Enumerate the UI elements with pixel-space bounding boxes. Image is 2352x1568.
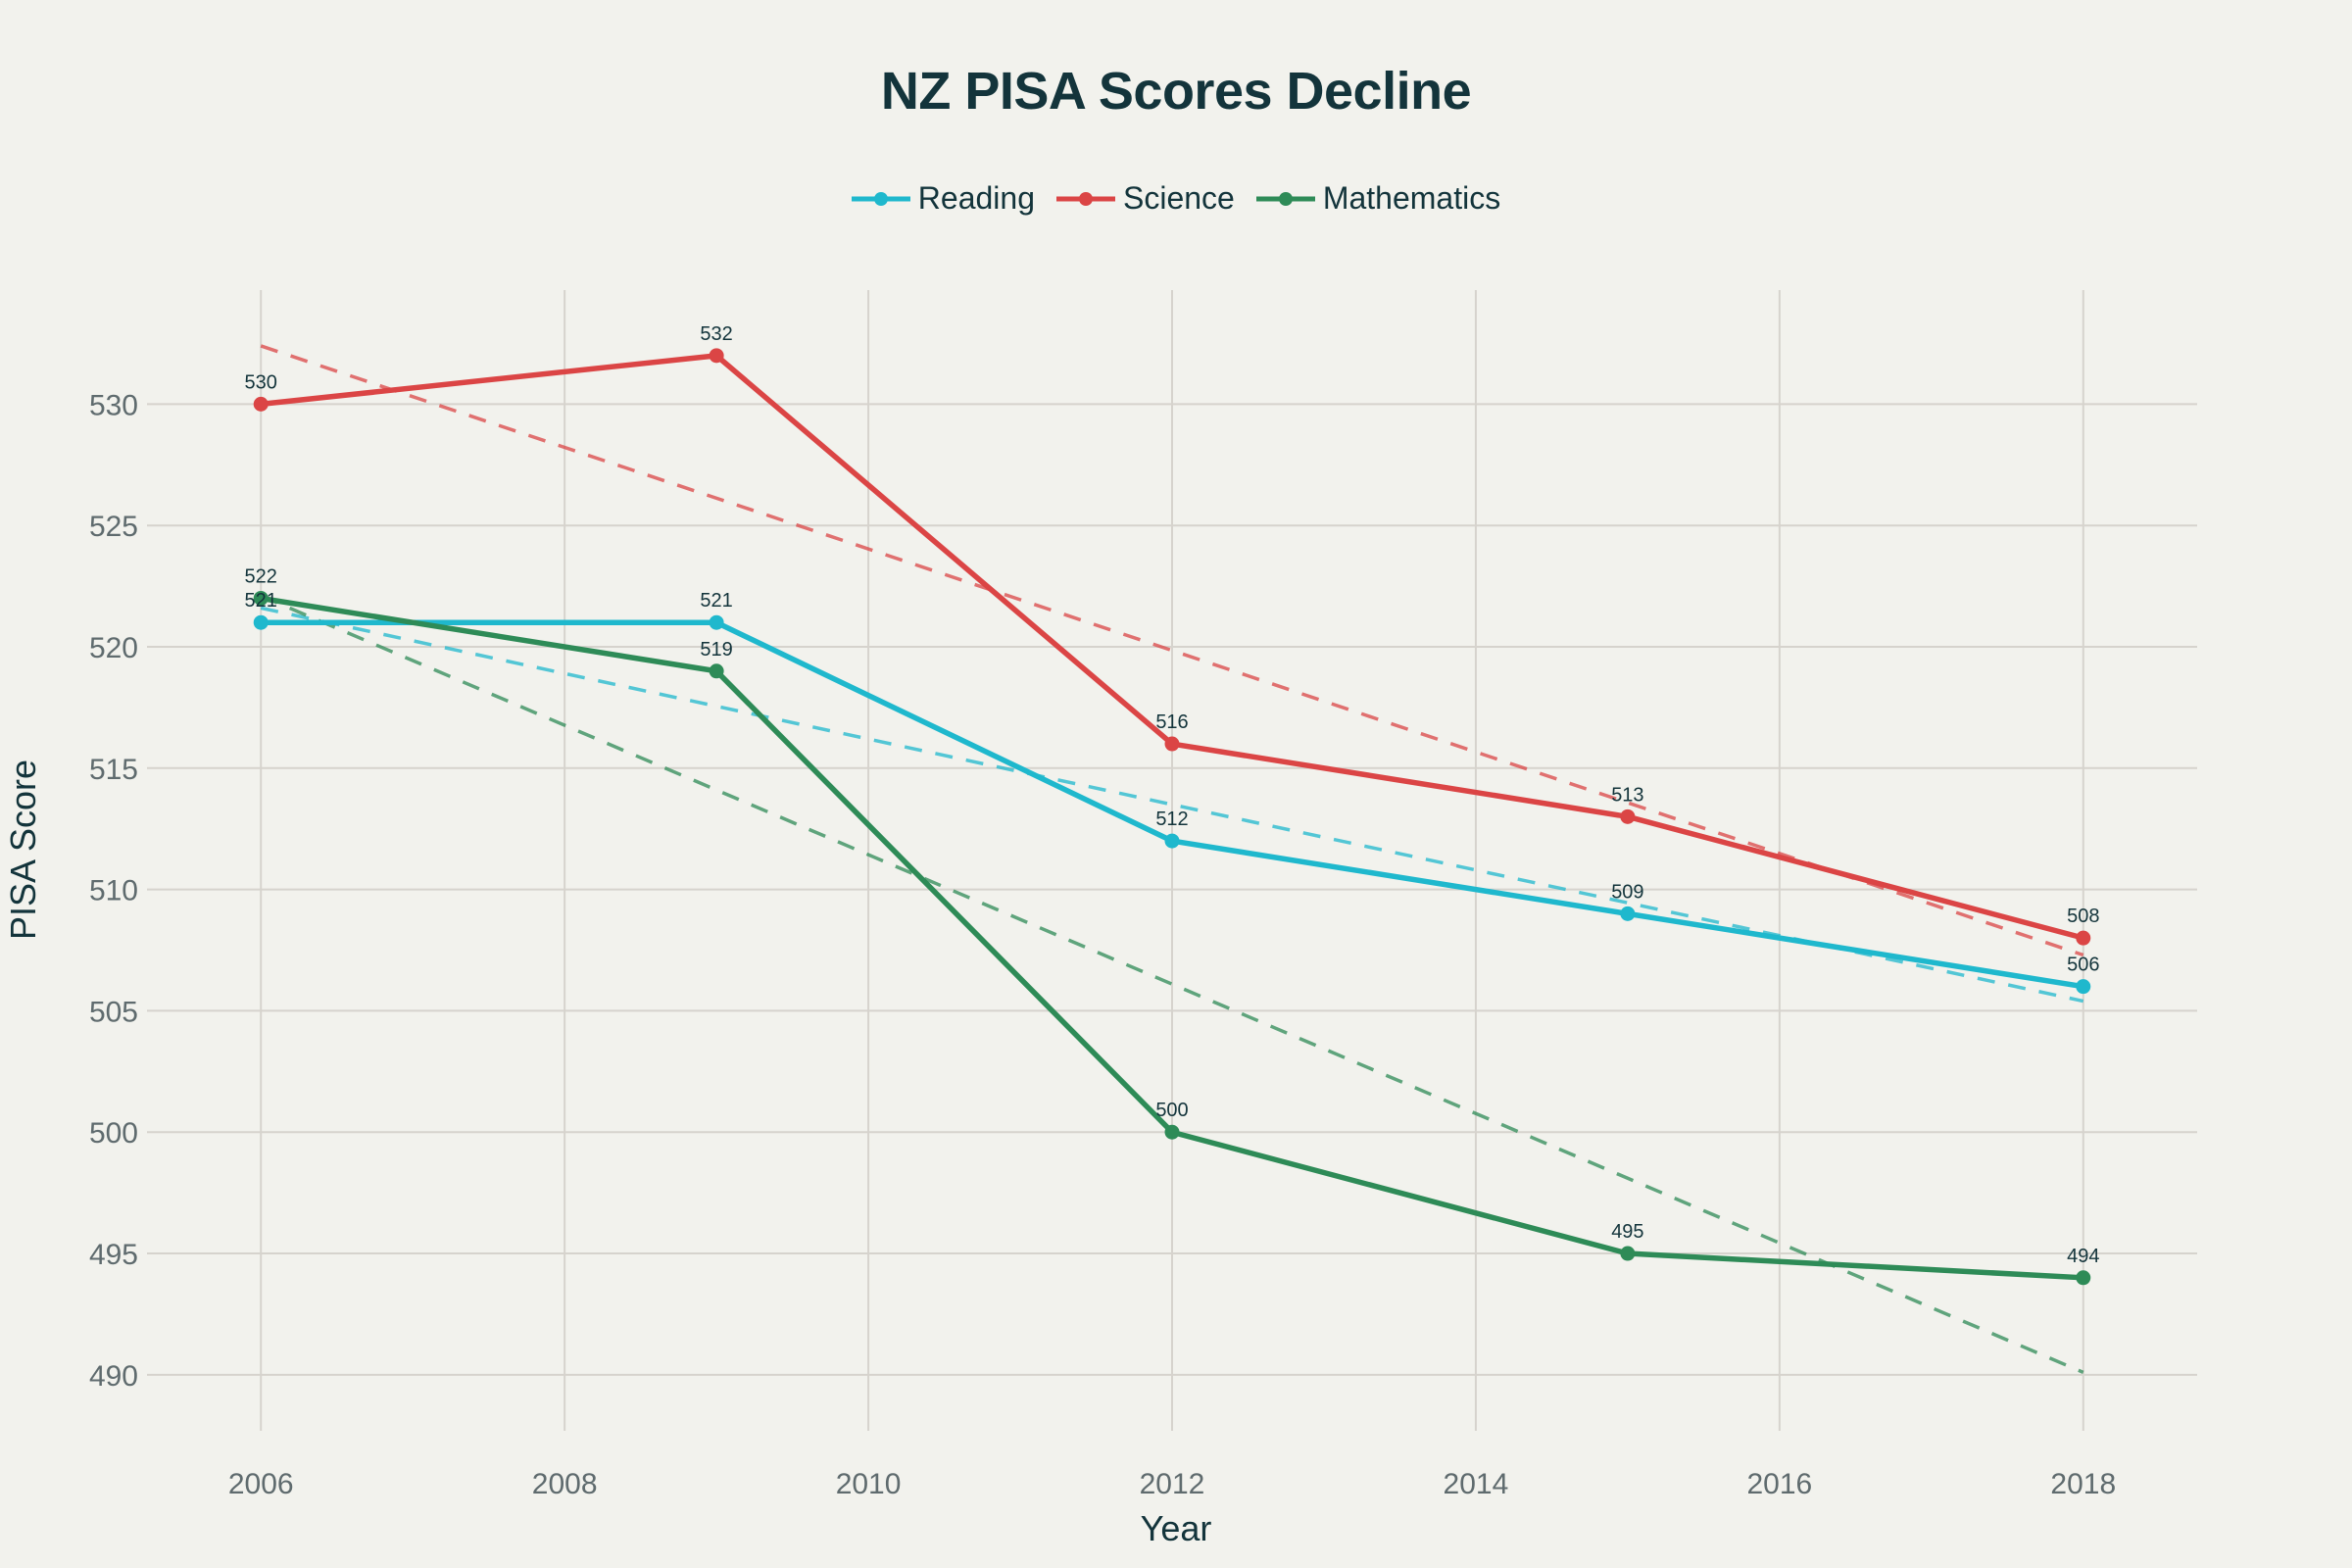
y-tick-label: 525: [89, 511, 138, 543]
data-point-reading: [2076, 979, 2091, 995]
data-label-science: 532: [700, 323, 732, 345]
data-point-reading: [1620, 906, 1636, 921]
x-tick-label: 2018: [2050, 1468, 2116, 1500]
y-tick-label: 490: [89, 1360, 138, 1393]
trend-line-mathematics: [260, 594, 2084, 1374]
x-tick-label: 2006: [228, 1468, 294, 1500]
legend-swatch-mathematics: [1255, 191, 1315, 206]
x-axis-title: Year: [1141, 1508, 1212, 1548]
data-point-science: [1620, 808, 1636, 824]
legend-label-mathematics: Mathematics: [1322, 180, 1501, 216]
data-label-reading: 509: [1611, 881, 1643, 903]
y-tick-label: 530: [89, 389, 138, 421]
data-point-reading: [1164, 833, 1180, 849]
data-point-mathematics: [1620, 1246, 1636, 1261]
data-point-mathematics: [2076, 1270, 2091, 1286]
legend-item-mathematics[interactable]: Mathematics: [1255, 180, 1501, 217]
data-label-reading: 506: [2067, 955, 2099, 976]
series-lines: [253, 348, 2091, 1286]
data-label-reading: 521: [245, 590, 277, 612]
chart-title: NZ PISA Scores Decline: [880, 62, 1472, 121]
y-tick-label: 520: [89, 632, 138, 664]
point-labels: 521 521 512 509 506 530 532 516 513 508 522 519 500 4…: [245, 323, 2100, 1267]
y-tick-label: 515: [89, 754, 138, 786]
data-label-mathematics: 494: [2067, 1246, 2099, 1267]
y-tick-label: 510: [89, 875, 138, 907]
legend: Reading Science Mathematics: [0, 180, 2352, 217]
trend-line-science: [260, 344, 2084, 957]
data-label-reading: 521: [700, 590, 732, 612]
data-label-reading: 512: [1155, 808, 1188, 830]
x-tick-label: 2014: [1444, 1468, 1509, 1500]
data-point-science: [2076, 930, 2091, 946]
data-point-science: [709, 348, 724, 364]
x-tick-label: 2016: [1746, 1468, 1812, 1500]
y-axis-ticks: 490 495 500 505 510 515 520 525 530: [89, 389, 138, 1392]
data-point-reading: [709, 614, 724, 630]
data-label-science: 530: [245, 371, 277, 393]
data-label-mathematics: 522: [245, 565, 277, 587]
data-point-science: [1164, 736, 1180, 752]
data-point-mathematics: [709, 663, 724, 679]
x-tick-label: 2008: [532, 1468, 598, 1500]
y-tick-label: 505: [89, 996, 138, 1028]
y-tick-label: 500: [89, 1117, 138, 1150]
gridlines: [147, 290, 2197, 1431]
data-point-mathematics: [253, 590, 269, 606]
legend-item-science[interactable]: Science: [1055, 180, 1235, 217]
data-label-mathematics: 500: [1155, 1100, 1188, 1121]
legend-label-science: Science: [1122, 180, 1235, 216]
data-label-science: 516: [1155, 711, 1188, 733]
legend-swatch-reading: [851, 191, 910, 206]
data-label-mathematics: 519: [700, 639, 732, 661]
x-tick-label: 2010: [836, 1468, 902, 1500]
data-point-science: [253, 396, 269, 412]
y-tick-label: 495: [89, 1239, 138, 1271]
data-point-reading: [253, 614, 269, 630]
legend-item-reading[interactable]: Reading: [851, 180, 1035, 217]
data-label-science: 508: [2067, 906, 2099, 927]
data-point-mathematics: [1164, 1124, 1180, 1140]
legend-label-reading: Reading: [917, 180, 1035, 216]
data-label-mathematics: 495: [1611, 1221, 1643, 1243]
legend-swatch-science: [1055, 191, 1115, 206]
x-axis-ticks: 2006 2008 2010 2012 2014 2016 2018: [228, 1468, 2116, 1500]
y-axis-title: PISA Score: [3, 760, 43, 940]
x-tick-label: 2012: [1140, 1468, 1205, 1500]
data-label-science: 513: [1611, 784, 1643, 806]
